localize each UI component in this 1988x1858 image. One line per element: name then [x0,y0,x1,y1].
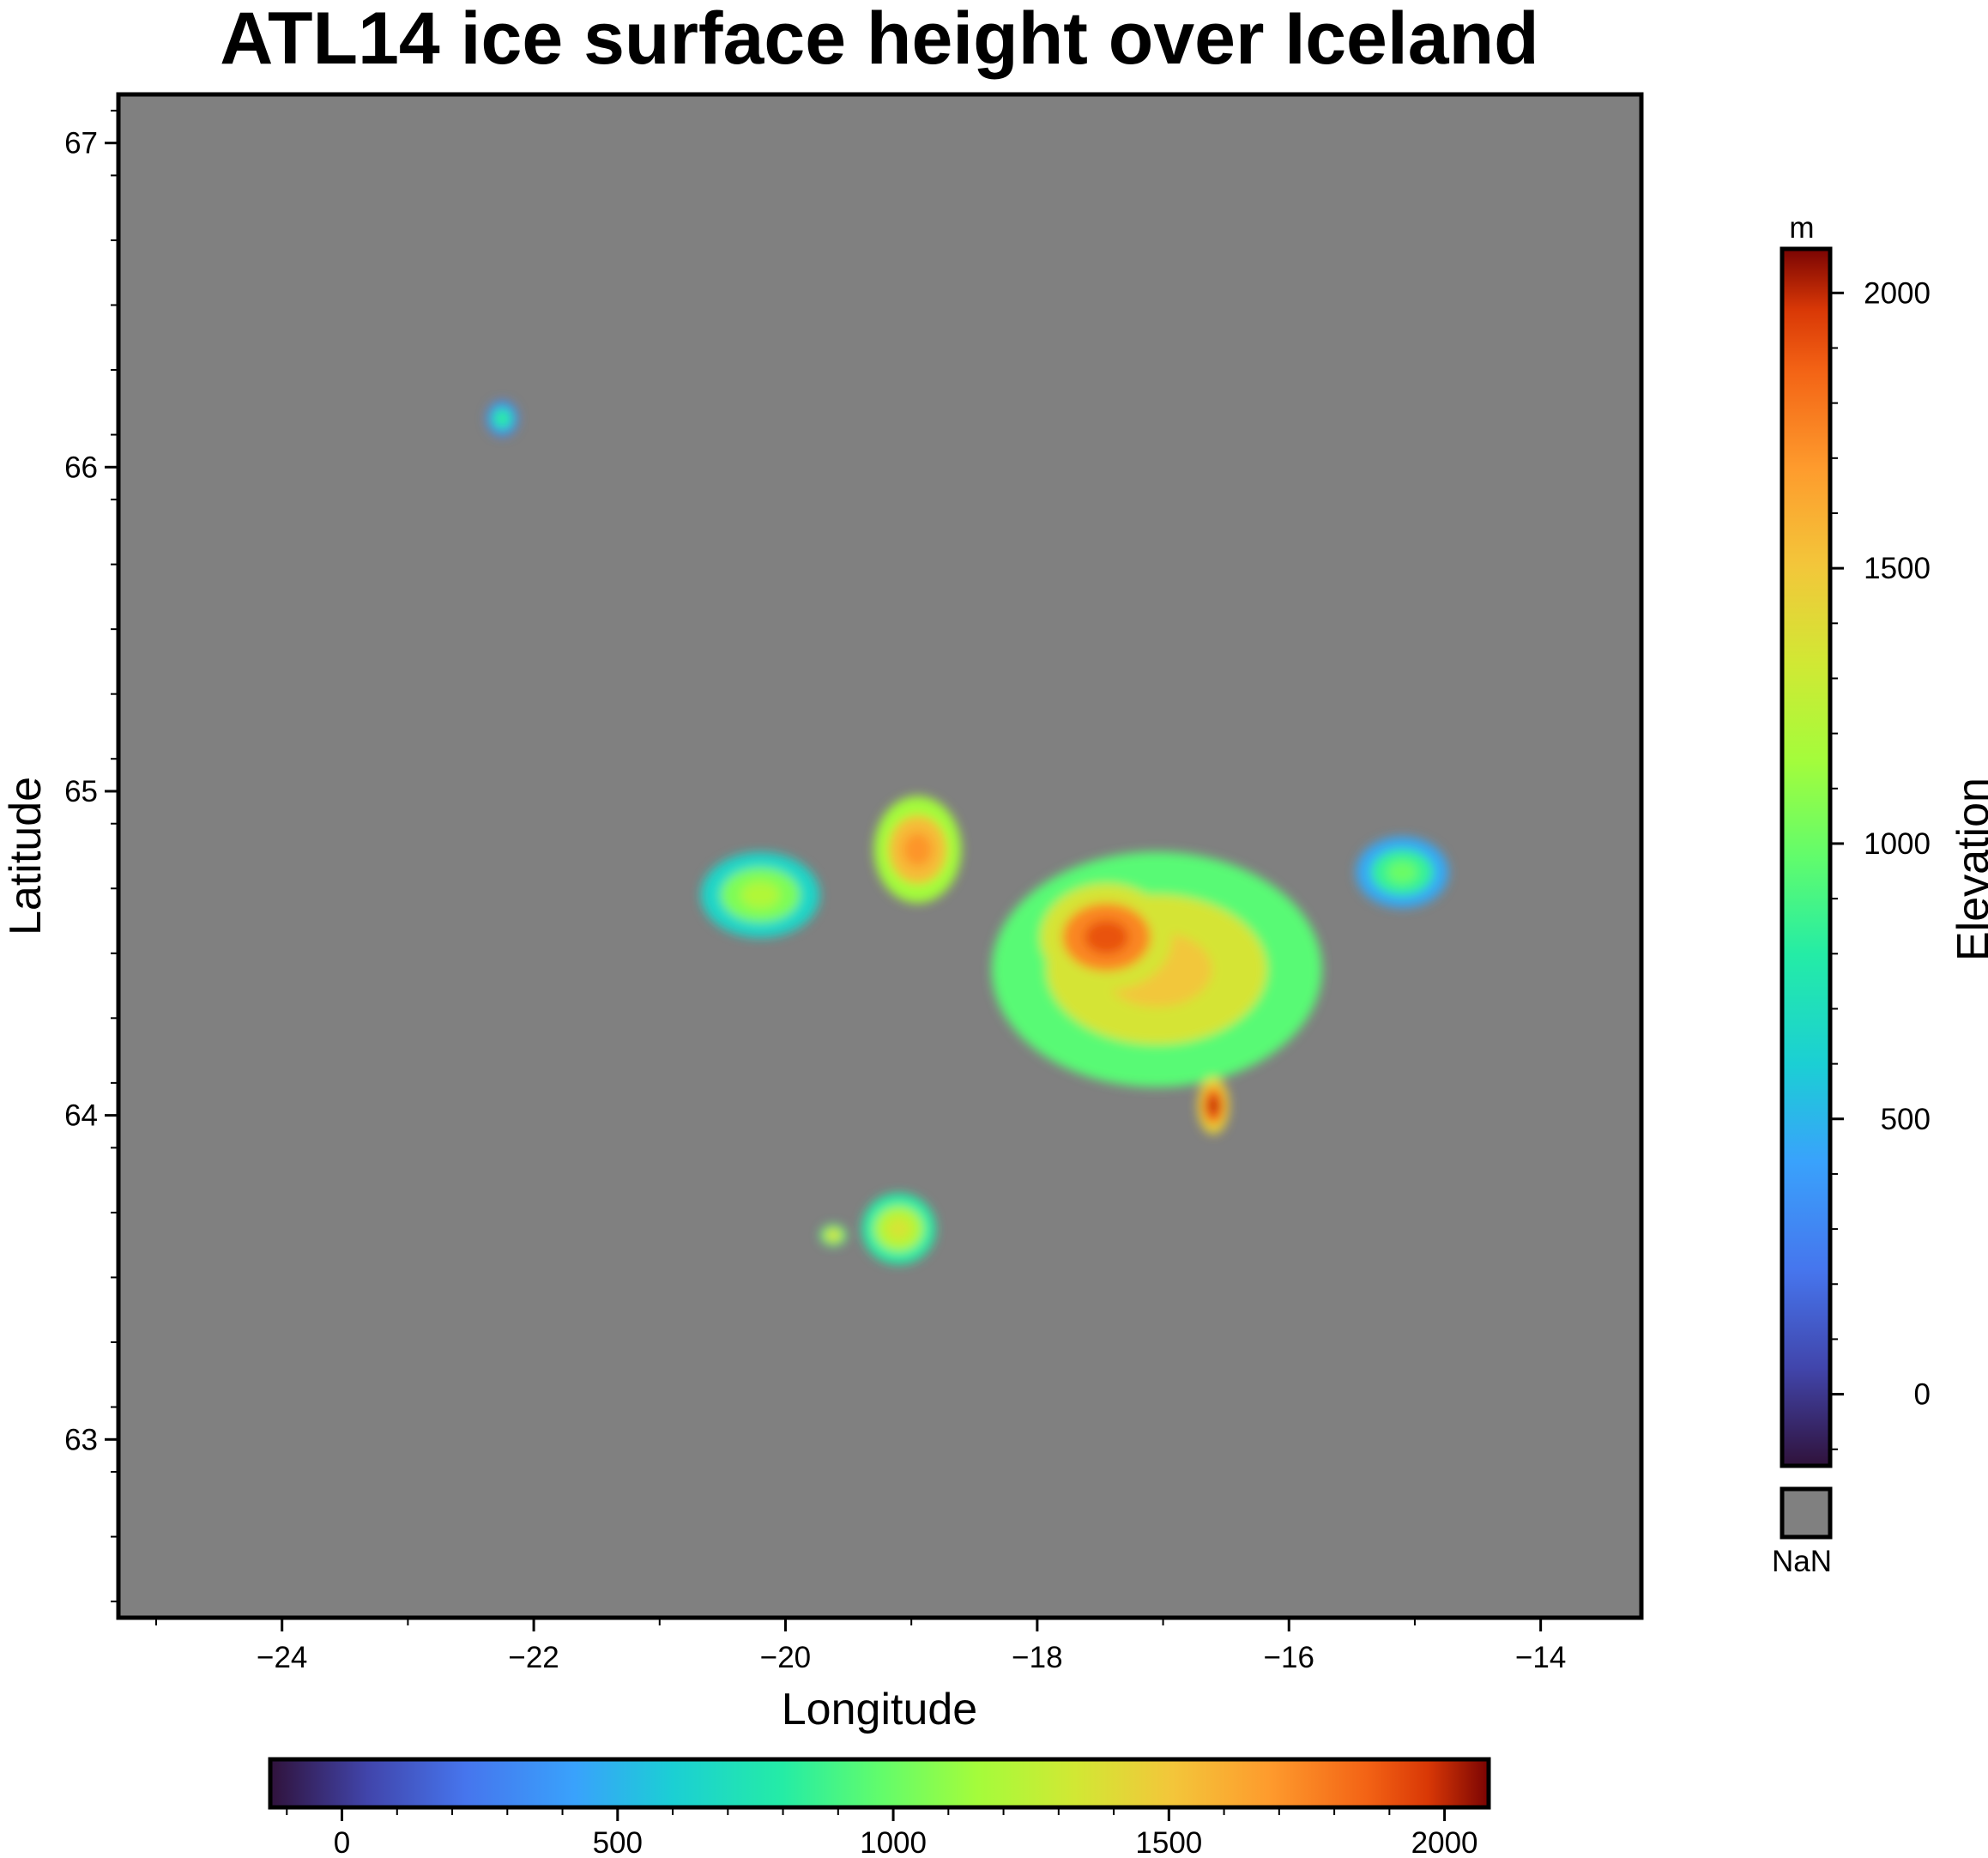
ice-cap-core-5 [886,1217,911,1241]
x-tick-label: −16 [1264,1641,1314,1674]
colorbar-bottom-tick-label: 2000 [1411,1826,1478,1858]
x-tick-label: −14 [1515,1641,1566,1674]
colorbar-label: Elevation [1949,778,1988,961]
colorbar-right [1780,246,1833,1468]
colorbar-bottom-tick-label: 500 [593,1826,643,1858]
ice-cap-core-7 [829,1232,838,1239]
colorbar-tick-label: 0 [1914,1378,1931,1412]
x-tick-label: −18 [1012,1641,1062,1674]
x-tick-label: −22 [508,1641,559,1674]
y-tick-label: 67 [64,127,98,160]
ice-cap-core-8 [1387,861,1418,884]
x-tick-label: −20 [760,1641,811,1674]
colorbar-bottom-tick-label: 1000 [860,1826,927,1858]
ice-cap-core-3 [903,832,933,867]
nan-swatch [1780,1486,1833,1540]
y-axis-label: Latitude [1,776,51,935]
y-tick-label: 63 [64,1423,98,1456]
x-axis-label: Longitude [781,1685,978,1734]
y-tick-label: 65 [64,775,98,808]
ice-cap-core-6 [497,413,508,425]
ice-cap-core-2 [1208,1096,1219,1115]
colorbar-bottom [268,1757,1491,1810]
colorbar-tick-label: 2000 [1864,276,1931,310]
chart-title: ATL14 ice surface height over Iceland [220,0,1539,80]
y-tick-label: 64 [64,1099,98,1133]
ice-cap-core-4 [740,881,781,909]
colorbar-tick-label: 500 [1881,1103,1931,1136]
ice-cap-core-1 [1084,920,1129,954]
y-tick-label: 66 [64,451,98,484]
colorbar-bottom-tick-label: 0 [334,1826,350,1858]
plot-frame [116,92,1644,1620]
colorbar-unit: m [1789,211,1815,245]
x-tick-label: −24 [257,1641,307,1674]
nan-label: NaN [1771,1545,1833,1578]
colorbar-bottom-tick-label: 1500 [1135,1826,1202,1858]
colorbar-tick-label: 1500 [1864,552,1931,585]
colorbar-tick-label: 1000 [1864,827,1931,861]
